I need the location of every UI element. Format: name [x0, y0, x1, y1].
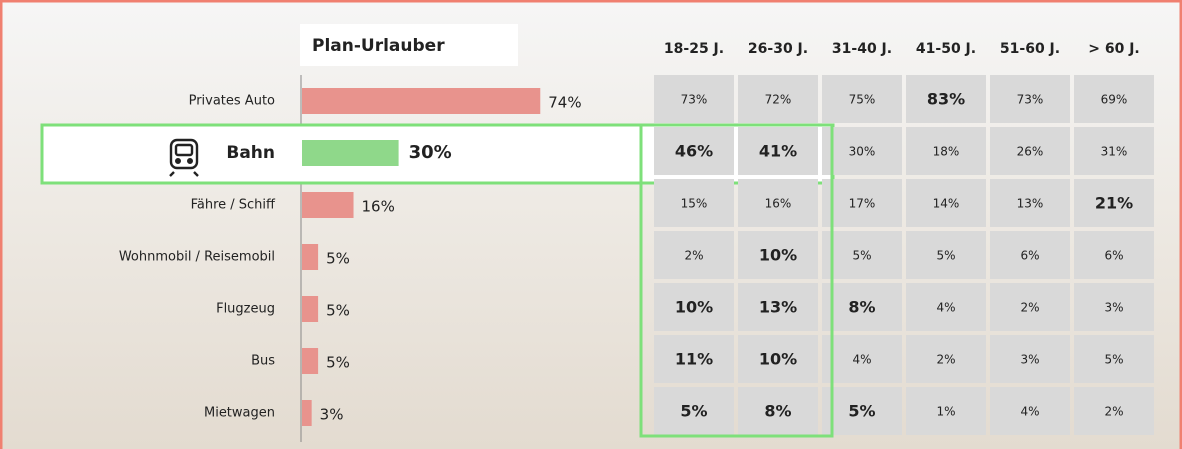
cell-text: 4%: [936, 301, 955, 315]
cell-text: 16%: [765, 197, 792, 211]
cell-text: 1%: [936, 405, 955, 419]
category-label: Bahn: [226, 143, 275, 163]
value-label: 30%: [409, 142, 452, 163]
category-label: Bus: [251, 354, 275, 369]
cell-text: 3%: [1020, 353, 1039, 367]
cell-text: 4%: [852, 353, 871, 367]
cell-text: 17%: [849, 197, 876, 211]
cell-text: 21%: [1095, 194, 1133, 213]
cell-text: 11%: [675, 350, 713, 369]
value-label: 5%: [326, 250, 350, 268]
bar: [302, 140, 399, 166]
column-header: 41-50 J.: [916, 41, 976, 57]
cell-text: 5%: [848, 402, 875, 421]
cell-text: 26%: [1017, 145, 1044, 159]
category-label: Privates Auto: [189, 94, 275, 109]
cell-text: 5%: [852, 249, 871, 263]
cell-text: 2%: [684, 249, 703, 263]
bar: [302, 192, 354, 218]
column-header: 31-40 J.: [832, 41, 892, 57]
category-label: Flugzeug: [216, 302, 275, 317]
cell-text: 10%: [759, 350, 797, 369]
cell-text: 5%: [680, 402, 707, 421]
cell-text: 15%: [681, 197, 708, 211]
cell-text: 6%: [1020, 249, 1039, 263]
cell-text: 13%: [1017, 197, 1044, 211]
bar: [302, 244, 318, 270]
cell-text: 73%: [681, 93, 708, 107]
bar: [302, 348, 318, 374]
cell-text: 13%: [759, 298, 797, 317]
category-label: Fähre / Schiff: [191, 198, 276, 213]
cell-text: 10%: [759, 246, 797, 265]
cell-text: 5%: [936, 249, 955, 263]
cell-text: 3%: [1104, 301, 1123, 315]
cell-text: 75%: [849, 93, 876, 107]
cell-text: 18%: [933, 145, 960, 159]
cell-text: 6%: [1104, 249, 1123, 263]
column-header: 18-25 J.: [664, 41, 724, 57]
cell-text: 5%: [1104, 353, 1123, 367]
chart-title: Plan-Urlauber: [312, 36, 445, 56]
value-label: 16%: [362, 198, 395, 216]
bar: [302, 88, 540, 114]
cell-text: 46%: [675, 142, 713, 161]
cell-text: 31%: [1101, 145, 1128, 159]
category-label: Wohnmobil / Reisemobil: [119, 250, 275, 265]
category-label: Mietwagen: [204, 406, 275, 421]
cell-text: 14%: [933, 197, 960, 211]
value-label: 5%: [326, 302, 350, 320]
value-label: 5%: [326, 354, 350, 372]
cell-text: 30%: [849, 145, 876, 159]
chart: Plan-Urlauber Privates Auto 74% Bahn 30% Fäh…: [0, 0, 1182, 449]
cell-text: 8%: [848, 298, 875, 317]
column-header: > 60 J.: [1088, 41, 1140, 57]
cell-text: 8%: [764, 402, 791, 421]
cell-text: 2%: [936, 353, 955, 367]
cell-text: 83%: [927, 90, 965, 109]
cell-text: 69%: [1101, 93, 1128, 107]
cell-text: 41%: [759, 142, 797, 161]
value-label: 3%: [320, 406, 344, 424]
column-header: 51-60 J.: [1000, 41, 1060, 57]
cell-text: 2%: [1020, 301, 1039, 315]
bar: [302, 296, 318, 322]
cell-text: 4%: [1020, 405, 1039, 419]
value-label: 74%: [548, 94, 581, 112]
cell-text: 2%: [1104, 405, 1123, 419]
cell-text: 73%: [1017, 93, 1044, 107]
bar: [302, 400, 312, 426]
cell-text: 10%: [675, 298, 713, 317]
column-header: 26-30 J.: [748, 41, 808, 57]
cell-text: 72%: [765, 93, 792, 107]
